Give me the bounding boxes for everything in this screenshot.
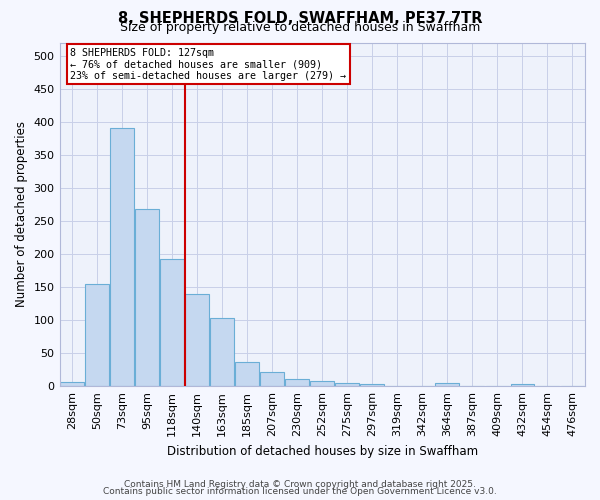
- Bar: [286, 379, 309, 386]
- Bar: [235, 362, 259, 386]
- Bar: [110, 128, 134, 386]
- Bar: [335, 383, 359, 386]
- Bar: [85, 284, 109, 386]
- Bar: [310, 381, 334, 386]
- Text: Contains public sector information licensed under the Open Government Licence v3: Contains public sector information licen…: [103, 487, 497, 496]
- Bar: [160, 260, 184, 386]
- Y-axis label: Number of detached properties: Number of detached properties: [15, 122, 28, 308]
- Bar: [185, 294, 209, 386]
- Text: Size of property relative to detached houses in Swaffham: Size of property relative to detached ho…: [120, 21, 480, 34]
- Text: 8, SHEPHERDS FOLD, SWAFFHAM, PE37 7TR: 8, SHEPHERDS FOLD, SWAFFHAM, PE37 7TR: [118, 11, 482, 26]
- Bar: [361, 384, 384, 386]
- Bar: [436, 383, 459, 386]
- Bar: [210, 318, 234, 386]
- Text: 8 SHEPHERDS FOLD: 127sqm
← 76% of detached houses are smaller (909)
23% of semi-: 8 SHEPHERDS FOLD: 127sqm ← 76% of detach…: [70, 48, 346, 81]
- Bar: [60, 382, 84, 386]
- Bar: [511, 384, 535, 386]
- Bar: [135, 209, 159, 386]
- X-axis label: Distribution of detached houses by size in Swaffham: Distribution of detached houses by size …: [167, 444, 478, 458]
- Bar: [260, 372, 284, 386]
- Text: Contains HM Land Registry data © Crown copyright and database right 2025.: Contains HM Land Registry data © Crown c…: [124, 480, 476, 489]
